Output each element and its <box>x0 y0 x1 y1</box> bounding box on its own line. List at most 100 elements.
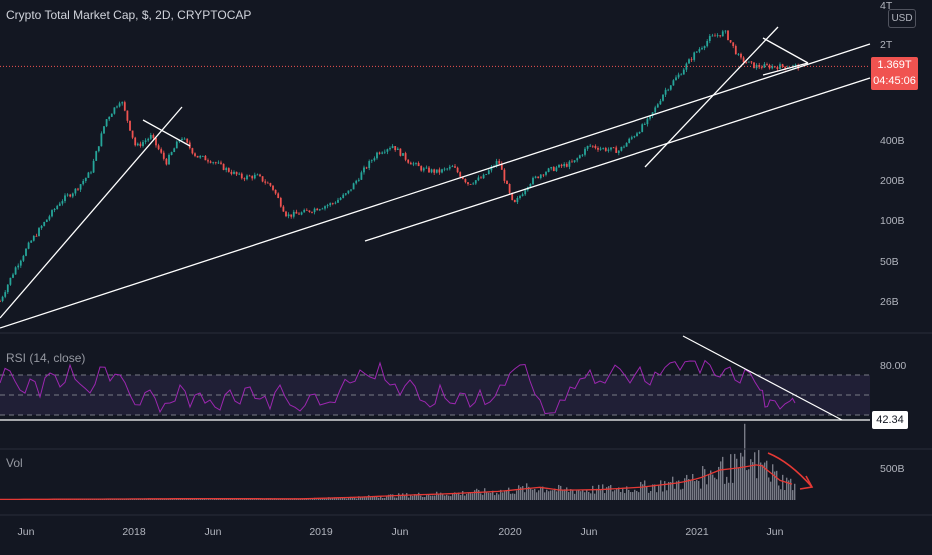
candle-body <box>332 203 334 204</box>
volume-bar <box>598 485 599 500</box>
candle-body <box>431 169 433 172</box>
candle-body <box>137 144 139 146</box>
bar-countdown: 04:45:06 <box>871 73 918 89</box>
candle-body <box>420 166 422 170</box>
candle-body <box>283 207 285 212</box>
volume-bar <box>408 498 409 500</box>
candle-body <box>129 121 131 131</box>
volume-bar <box>424 497 425 500</box>
volume-bar <box>594 494 595 500</box>
candle-body <box>233 172 235 174</box>
candle-body <box>33 236 35 241</box>
volume-bar <box>766 461 767 500</box>
volume-bar <box>394 497 395 500</box>
candle-body <box>381 153 383 154</box>
volume-bar <box>524 492 525 500</box>
candle-body <box>134 138 136 146</box>
volume-bar <box>552 490 553 500</box>
volume-bar <box>560 486 561 500</box>
volume-bar <box>572 490 573 500</box>
volume-bar <box>566 487 567 500</box>
candle-body <box>350 189 352 190</box>
candle-body <box>2 297 4 301</box>
volume-bar <box>510 494 511 500</box>
rsi-axis-tick-label: 80.00 <box>880 360 906 372</box>
candle-body <box>418 163 420 166</box>
candle-body <box>605 148 607 151</box>
candle-body <box>574 160 576 162</box>
volume-bar <box>206 499 207 500</box>
candle-body <box>166 159 168 165</box>
volume-bar <box>692 474 693 500</box>
volume-bar <box>622 488 623 500</box>
volume-bar <box>714 478 715 500</box>
candle-body <box>145 140 147 142</box>
candle-body <box>127 111 129 121</box>
candle-body <box>467 182 469 184</box>
candle-body <box>267 183 269 184</box>
candle-body <box>379 153 381 154</box>
volume-bar <box>562 490 563 500</box>
volume-bar <box>550 491 551 500</box>
volume-bar <box>746 470 747 500</box>
volume-bar <box>574 494 575 500</box>
volume-bar <box>620 492 621 500</box>
candle-body <box>433 169 435 172</box>
candle-body <box>238 174 240 175</box>
candle-body <box>470 184 472 185</box>
volume-bar <box>386 496 387 500</box>
volume-bar <box>654 484 655 500</box>
candle-body <box>561 165 563 166</box>
candle-body <box>699 49 701 51</box>
candle-body <box>514 200 516 202</box>
candle-body <box>673 80 675 85</box>
volume-bar <box>488 493 489 500</box>
currency-badge[interactable]: USD <box>888 9 916 28</box>
volume-bar <box>570 489 571 500</box>
candle-body <box>54 209 56 210</box>
candle-body <box>480 177 482 178</box>
candle-body <box>155 138 157 145</box>
volume-bar <box>732 483 733 500</box>
candle-body <box>730 40 732 42</box>
volume-bar <box>254 499 255 500</box>
volume-bar <box>762 465 763 500</box>
candle-body <box>475 180 477 183</box>
candle-body <box>662 95 664 101</box>
volume-bar <box>448 496 449 500</box>
candle-body <box>543 175 545 176</box>
volume-bar <box>212 499 213 500</box>
candle-body <box>693 52 695 59</box>
volume-bar <box>586 490 587 500</box>
candle-body <box>498 161 500 164</box>
candle-body <box>147 139 149 141</box>
volume-bar <box>772 464 773 500</box>
candle-body <box>667 90 669 91</box>
volume-bar <box>652 484 653 500</box>
volume-bar <box>760 462 761 500</box>
volume-bar <box>382 498 383 500</box>
candle-body <box>176 142 178 149</box>
candle-body <box>444 169 446 170</box>
candle-body <box>584 149 586 155</box>
volume-bar <box>656 492 657 500</box>
candle-body <box>254 175 256 179</box>
candle-body <box>743 57 745 62</box>
candle-body <box>361 172 363 179</box>
volume-bar <box>612 491 613 500</box>
candle-body <box>69 195 71 197</box>
candle-body <box>72 193 74 196</box>
volume-bar <box>486 492 487 500</box>
volume-bar <box>724 484 725 500</box>
volume-bar <box>374 497 375 500</box>
volume-bar <box>672 477 673 500</box>
candle-body <box>285 212 287 217</box>
volume-bar <box>708 475 709 500</box>
volume-bar <box>506 490 507 500</box>
volume-bar <box>696 480 697 500</box>
candle-body <box>322 209 324 210</box>
candle-body <box>795 65 797 66</box>
volume-bar <box>784 490 785 500</box>
candle-body <box>88 173 90 178</box>
